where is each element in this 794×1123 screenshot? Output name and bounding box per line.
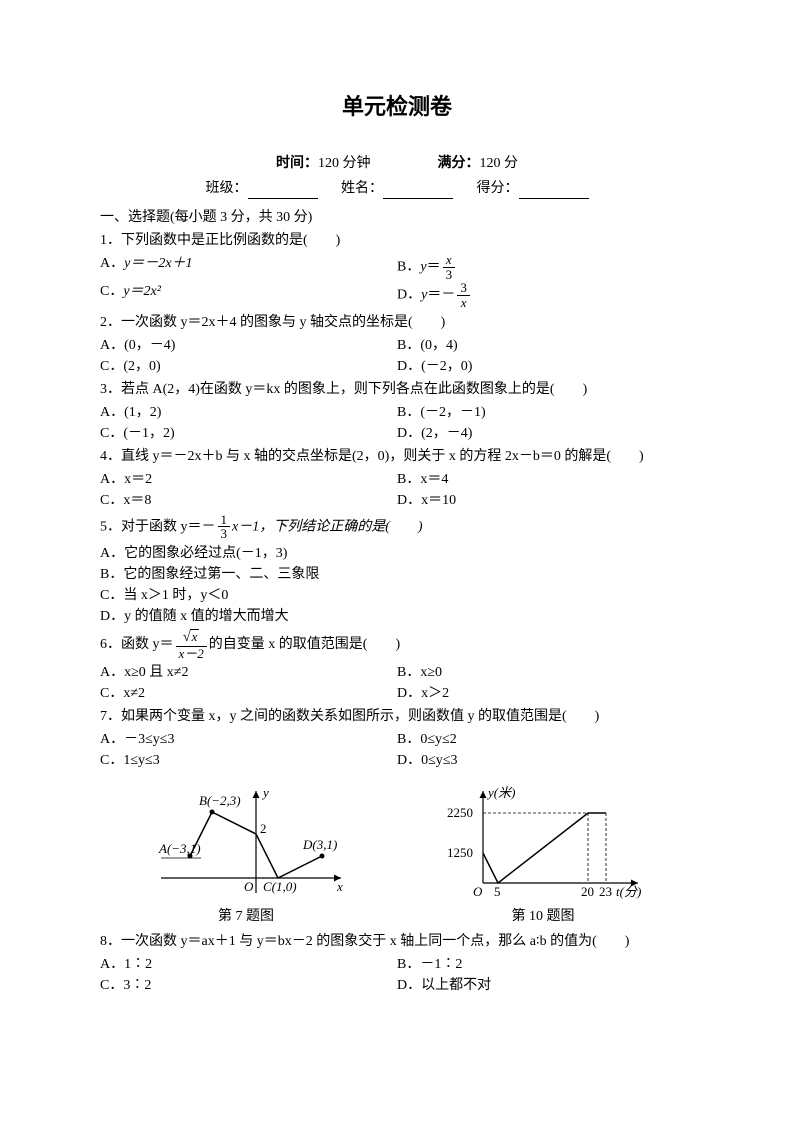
question-2: 2．一次函数 y＝2x＋4 的图象与 y 轴交点的坐标是( ) A．(0，－4)… <box>100 312 694 377</box>
q5-opt-c: C．当 x＞1 时，y＜0 <box>100 585 694 606</box>
score-label: 得分： <box>477 181 519 196</box>
q1-opt-d: D．y＝－3x <box>397 281 694 309</box>
question-7: 7．如果两个变量 x，y 之间的函数关系如图所示，则函数值 y 的取值范围是( … <box>100 706 694 771</box>
q1-opt-b: B．y＝x3 <box>397 253 694 281</box>
svg-text:O: O <box>244 879 254 894</box>
q2-opt-b: B．(0，4) <box>397 335 694 356</box>
name-label: 姓名： <box>341 181 383 196</box>
svg-text:A(−3,1): A(−3,1) <box>158 841 201 856</box>
q4-opt-a: A．x＝2 <box>100 469 397 490</box>
full-label: 满分： <box>438 156 480 171</box>
q4-opt-b: B．x＝4 <box>397 469 694 490</box>
question-1: 1．下列函数中是正比例函数的是( ) A．y＝－2x＋1 B．y＝x3 C．y＝… <box>100 230 694 310</box>
q2-opt-a: A．(0，－4) <box>100 335 397 356</box>
q8-opt-b: B．－1∶2 <box>397 954 694 975</box>
q8-opt-a: A．1∶2 <box>100 954 397 975</box>
q4-text: 4．直线 y＝－2x＋b 与 x 轴的交点坐标是(2，0)，则关于 x 的方程 … <box>100 446 694 467</box>
info-row: 班级： 姓名： 得分： <box>100 178 694 199</box>
svg-text:x: x <box>336 879 343 894</box>
q7-opt-b: B．0≤y≤2 <box>397 729 694 750</box>
score-blank[interactable] <box>519 184 589 199</box>
svg-text:O: O <box>473 884 483 899</box>
q1-text: 1．下列函数中是正比例函数的是( ) <box>100 230 694 251</box>
q3-opt-a: A．(1，2) <box>100 402 397 423</box>
svg-text:1250: 1250 <box>447 845 473 860</box>
time-label: 时间： <box>276 156 318 171</box>
question-4: 4．直线 y＝－2x＋b 与 x 轴的交点坐标是(2，0)，则关于 x 的方程 … <box>100 446 694 511</box>
full-value: 120 分 <box>480 156 519 171</box>
page-title: 单元检测卷 <box>100 90 694 123</box>
q2-opt-d: D．(－2，0) <box>397 356 694 377</box>
figure-7-caption: 第 7 题图 <box>141 906 351 927</box>
q5-opt-d: D．y 的值随 x 值的增大而增大 <box>100 606 694 627</box>
class-label: 班级： <box>206 181 248 196</box>
name-blank[interactable] <box>383 184 453 199</box>
q2-text: 2．一次函数 y＝2x＋4 的图象与 y 轴交点的坐标是( ) <box>100 312 694 333</box>
q1-opt-c: C．y＝2x² <box>100 281 397 309</box>
class-blank[interactable] <box>248 184 318 199</box>
svg-text:y: y <box>261 785 269 800</box>
q5-opt-b: B．它的图象经过第一、二、三象限 <box>100 564 694 585</box>
q8-opt-c: C．3∶2 <box>100 975 397 996</box>
svg-text:D(3,1): D(3,1) <box>302 837 337 852</box>
question-8: 8．一次函数 y＝ax＋1 与 y＝bx－2 的图象交于 x 轴上同一个点，那么… <box>100 931 694 996</box>
q4-opt-c: C．x＝8 <box>100 490 397 511</box>
question-5: 5．对于函数 y＝－13x－1，下列结论正确的是( ) A．它的图象必经过点(－… <box>100 513 694 627</box>
svg-text:2250: 2250 <box>447 805 473 820</box>
svg-text:2: 2 <box>260 821 267 836</box>
q7-opt-a: A．－3≤y≤3 <box>100 729 397 750</box>
q2-opt-c: C．(2，0) <box>100 356 397 377</box>
figure-10-caption: 第 10 题图 <box>433 906 653 927</box>
q5-opt-a: A．它的图象必经过点(－1，3) <box>100 543 694 564</box>
svg-text:20: 20 <box>581 884 594 899</box>
figure-10: 1250 2250 O 5 20 23 t(分) y(米) 第 10 题图 <box>433 783 653 927</box>
svg-text:y(米): y(米) <box>486 785 515 800</box>
q6-opt-d: D．x＞2 <box>397 683 694 704</box>
q8-opt-d: D．以上都不对 <box>397 975 694 996</box>
q6-opt-a: A．x≥0 且 x≠2 <box>100 662 397 683</box>
svg-text:23: 23 <box>599 884 612 899</box>
figure-7-svg: B(−2,3) A(−3,1) C(1,0) D(3,1) O x y 2 <box>141 783 351 903</box>
meta-row: 时间：120 分钟 满分：120 分 <box>100 153 694 174</box>
figure-10-svg: 1250 2250 O 5 20 23 t(分) y(米) <box>433 783 653 903</box>
q7-opt-c: C．1≤y≤3 <box>100 750 397 771</box>
question-6: 6．函数 y＝xx－2的自变量 x 的取值范围是( ) A．x≥0 且 x≠2 … <box>100 629 694 704</box>
q1-opt-a: A．y＝－2x＋1 <box>100 253 397 281</box>
q6-opt-c: C．x≠2 <box>100 683 397 704</box>
question-3: 3．若点 A(2，4)在函数 y＝kx 的图象上，则下列各点在此函数图象上的是(… <box>100 379 694 444</box>
q3-opt-c: C．(－1，2) <box>100 423 397 444</box>
q8-text: 8．一次函数 y＝ax＋1 与 y＝bx－2 的图象交于 x 轴上同一个点，那么… <box>100 931 694 952</box>
svg-text:B(−2,3): B(−2,3) <box>199 793 241 808</box>
figures-row: B(−2,3) A(−3,1) C(1,0) D(3,1) O x y 2 第 … <box>100 783 694 927</box>
q3-opt-b: B．(－2，－1) <box>397 402 694 423</box>
q6-text: 6．函数 y＝xx－2的自变量 x 的取值范围是( ) <box>100 629 694 660</box>
q4-opt-d: D．x＝10 <box>397 490 694 511</box>
q3-text: 3．若点 A(2，4)在函数 y＝kx 的图象上，则下列各点在此函数图象上的是(… <box>100 379 694 400</box>
svg-text:5: 5 <box>494 884 501 899</box>
svg-text:t(分): t(分) <box>616 884 641 899</box>
q3-opt-d: D．(2，－4) <box>397 423 694 444</box>
figure-7: B(−2,3) A(−3,1) C(1,0) D(3,1) O x y 2 第 … <box>141 783 351 927</box>
time-value: 120 分钟 <box>318 156 371 171</box>
svg-text:C(1,0): C(1,0) <box>263 879 297 894</box>
q7-text: 7．如果两个变量 x，y 之间的函数关系如图所示，则函数值 y 的取值范围是( … <box>100 706 694 727</box>
q5-text: 5．对于函数 y＝－13x－1，下列结论正确的是( ) <box>100 513 694 541</box>
q7-opt-d: D．0≤y≤3 <box>397 750 694 771</box>
section-1-header: 一、选择题(每小题 3 分，共 30 分) <box>100 207 694 228</box>
q6-opt-b: B．x≥0 <box>397 662 694 683</box>
